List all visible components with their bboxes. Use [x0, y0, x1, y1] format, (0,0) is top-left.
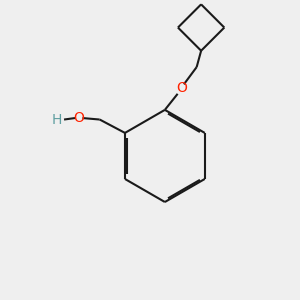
Text: O: O [74, 111, 84, 125]
Text: H: H [51, 112, 62, 127]
Text: O: O [176, 82, 187, 95]
